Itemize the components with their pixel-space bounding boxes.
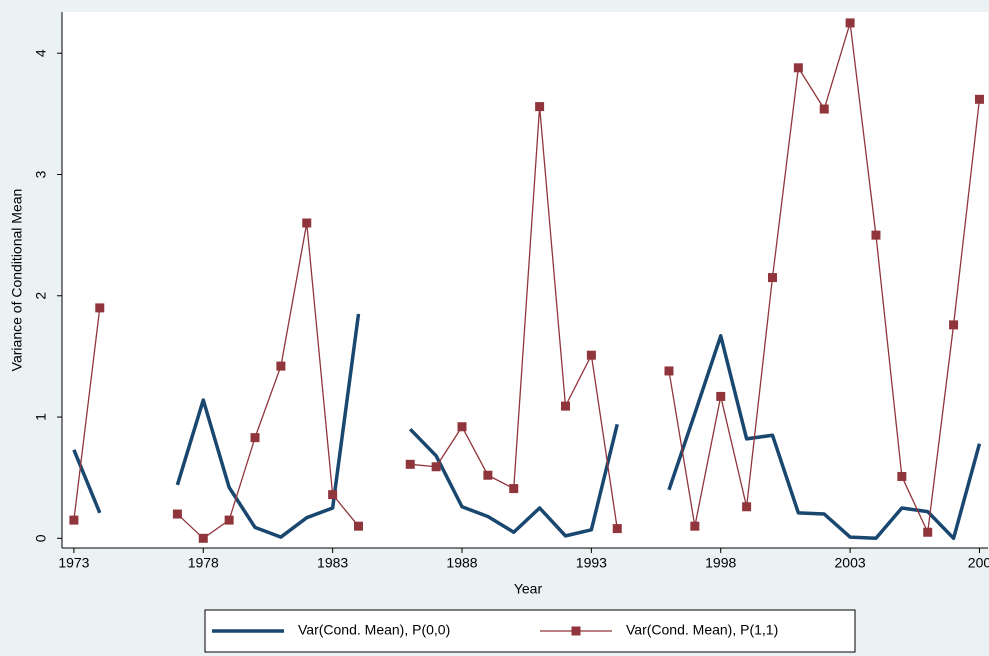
marker <box>95 303 105 313</box>
legend-marker <box>571 626 581 636</box>
series-line <box>408 423 619 538</box>
marker <box>612 524 622 534</box>
x-tick-label: 2003 <box>835 555 866 571</box>
marker <box>742 502 752 512</box>
marker <box>509 484 519 494</box>
marker <box>69 515 79 525</box>
marker <box>483 470 493 480</box>
marker <box>276 361 286 371</box>
x-tick-label: 1988 <box>446 555 477 571</box>
marker <box>224 515 234 525</box>
marker <box>302 218 312 228</box>
marker <box>431 462 441 472</box>
x-tick-label: 200 <box>968 555 989 571</box>
series-line <box>667 334 982 541</box>
y-tick-label: 4 <box>33 49 49 57</box>
x-tick-label: 1993 <box>576 555 607 571</box>
marker <box>974 94 984 104</box>
legend-label: Var(Cond. Mean), P(1,1) <box>626 622 778 638</box>
x-axis-label: Year <box>514 581 543 597</box>
marker <box>250 433 260 443</box>
series-line <box>72 449 102 514</box>
x-tick-label: 1973 <box>58 555 89 571</box>
plot-area <box>62 12 988 548</box>
x-tick-label: 1983 <box>317 555 348 571</box>
marker <box>405 459 415 469</box>
marker <box>198 533 208 543</box>
marker <box>535 102 545 112</box>
marker <box>560 401 570 411</box>
marker <box>819 104 829 114</box>
marker <box>457 422 467 432</box>
series-line <box>175 313 361 539</box>
y-tick-label: 3 <box>33 170 49 178</box>
marker <box>871 230 881 240</box>
marker <box>793 63 803 73</box>
y-axis-label: Variance of Conditional Mean <box>9 189 25 372</box>
marker <box>328 490 338 500</box>
marker <box>690 521 700 531</box>
marker <box>716 391 726 401</box>
x-tick-label: 1998 <box>705 555 736 571</box>
x-tick-label: 1978 <box>188 555 219 571</box>
y-tick-label: 0 <box>33 534 49 542</box>
marker <box>664 366 674 376</box>
marker <box>897 471 907 481</box>
marker <box>949 320 959 330</box>
y-tick-label: 1 <box>33 413 49 421</box>
marker <box>923 527 933 537</box>
y-tick-label: 2 <box>33 292 49 300</box>
legend-box <box>204 609 856 653</box>
marker <box>767 273 777 283</box>
marker <box>586 350 596 360</box>
marker <box>354 521 364 531</box>
legend-label: Var(Cond. Mean), P(0,0) <box>298 622 450 638</box>
marker <box>845 18 855 28</box>
marker <box>172 509 182 519</box>
series-line <box>73 307 101 521</box>
